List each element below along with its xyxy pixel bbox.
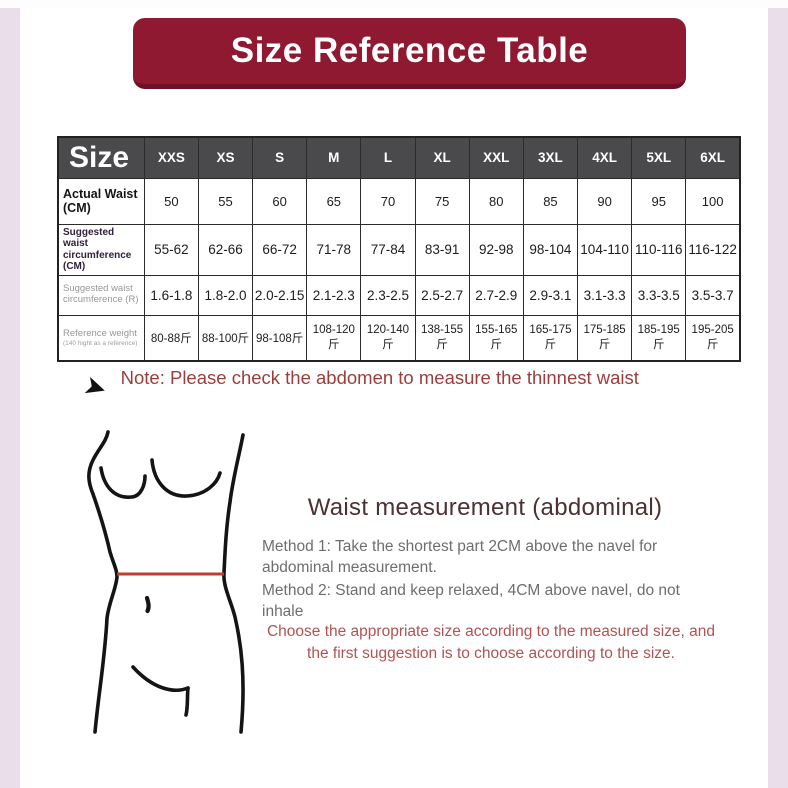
table-cell: 2.0-2.15 xyxy=(252,274,308,316)
top-band xyxy=(0,0,788,8)
torso-right-outline xyxy=(222,433,245,734)
table-row: Suggested waist circumference (R) 1.6-1.8… xyxy=(57,274,741,316)
crotch-tail xyxy=(184,686,190,717)
table-cell: 75 xyxy=(414,177,470,225)
size-advice-text: Choose the appropriate size according to… xyxy=(266,623,716,662)
table-cell: 55 xyxy=(197,177,254,225)
table-cell: 3.1-3.3 xyxy=(576,274,633,316)
size-header-cell: 3XL xyxy=(522,136,579,179)
table-cell: 185-195斤 xyxy=(631,314,687,362)
table-cell: 2.3-2.5 xyxy=(360,274,416,316)
table-cell: 90 xyxy=(576,177,633,225)
table-cell: 2.5-2.7 xyxy=(414,274,470,316)
size-header-cell: M xyxy=(306,136,362,179)
table-cell: 1.6-1.8 xyxy=(143,274,199,316)
table-cell: 95 xyxy=(631,177,687,225)
table-cell: 80-88斤 xyxy=(143,314,199,362)
note-text: Note: Please check the abdomen to measur… xyxy=(120,367,639,388)
table-cell: 92-98 xyxy=(468,223,524,276)
method-2-text: Method 2: Stand and keep relaxed, 4CM ab… xyxy=(262,582,680,620)
female-torso-figure xyxy=(75,426,260,749)
table-cell: 65 xyxy=(306,177,362,225)
table-cell: 66-72 xyxy=(252,223,308,276)
torso-left-outline xyxy=(87,430,119,734)
table-cell: 110-116 xyxy=(631,223,687,276)
table-cell: 88-100斤 xyxy=(197,314,254,362)
table-cell: 62-66 xyxy=(197,223,254,276)
table-cell: 108-120斤 xyxy=(306,314,362,362)
table-cell: 83-91 xyxy=(414,223,470,276)
row-label: Reference weight (140 hight as a referenc… xyxy=(57,314,145,362)
table-cell: 175-185斤 xyxy=(576,314,633,362)
size-reference-table: Size XXS XS S M L XL XXL 3XL 4XL 5XL 6XL Actual Wai… xyxy=(57,136,741,362)
size-header-cell: XXS xyxy=(143,136,199,179)
table-cell: 2.1-2.3 xyxy=(306,274,362,316)
crotch-curve xyxy=(131,665,190,692)
size-header-cell: 5XL xyxy=(631,136,687,179)
size-table-container: Size XXS XS S M L XL XXL 3XL 4XL 5XL 6XL Actual Wai… xyxy=(57,136,741,362)
table-cell: 104-110 xyxy=(576,223,633,276)
table-cell: 120-140斤 xyxy=(360,314,416,362)
row-label: Suggested waist circumference (CM) xyxy=(57,223,145,276)
female-torso-outline xyxy=(87,430,245,734)
size-header-cell: 4XL xyxy=(576,136,633,179)
size-header-cell: XL xyxy=(414,136,470,179)
table-cell: 55-62 xyxy=(143,223,199,276)
row-label: Actual Waist (CM) xyxy=(57,177,145,225)
size-header-cell: XS xyxy=(197,136,254,179)
table-cell: 2.7-2.9 xyxy=(468,274,524,316)
table-cell: 3.5-3.7 xyxy=(685,274,741,316)
row-sublabel: (140 hight as a reference) xyxy=(63,339,138,347)
table-row: Reference weight (140 hight as a referenc… xyxy=(57,314,741,362)
size-header-cell: XXL xyxy=(468,136,524,179)
method-1-text: Method 1: Take the shortest part 2CM abo… xyxy=(262,538,658,576)
left-breast-curve xyxy=(99,466,147,499)
table-cell: 77-84 xyxy=(360,223,416,276)
right-breast-curve xyxy=(150,458,222,498)
size-header-cell: S xyxy=(252,136,308,179)
table-cell: 138-155斤 xyxy=(414,314,470,362)
table-cell: 1.8-2.0 xyxy=(197,274,254,316)
size-header-row: Size XXS XS S M L XL XXL 3XL 4XL 5XL 6XL xyxy=(57,136,741,179)
table-row: Actual Waist (CM) 50 55 60 65 70 75 80 85 90 95 100 xyxy=(57,177,741,225)
table-cell: 80 xyxy=(468,177,524,225)
navel-mark xyxy=(144,595,151,614)
table-cell: 60 xyxy=(252,177,308,225)
table-corner-label: Size xyxy=(57,136,145,179)
table-cell: 195-205斤 xyxy=(685,314,741,362)
table-cell: 98-108斤 xyxy=(252,314,308,362)
table-cell: 71-78 xyxy=(306,223,362,276)
table-cell: 165-175斤 xyxy=(522,314,579,362)
size-header-cell: 6XL xyxy=(685,136,741,179)
table-cell: 85 xyxy=(522,177,579,225)
measurement-heading: Waist measurement (abdominal) xyxy=(307,494,663,521)
table-cell: 155-165斤 xyxy=(468,314,524,362)
title-bar: Size Reference Table xyxy=(133,18,686,89)
note-block: ➤ Note: Please check the abdomen to meas… xyxy=(80,366,664,405)
table-row: Suggested waist circumference (CM) 55-62 6… xyxy=(57,223,741,276)
table-cell: 100 xyxy=(685,177,741,225)
table-cell: 116-122 xyxy=(685,223,741,276)
page-title: Size Reference Table xyxy=(230,31,589,70)
table-cell: 70 xyxy=(360,177,416,225)
table-cell: 98-104 xyxy=(522,223,579,276)
table-cell: 50 xyxy=(143,177,199,225)
table-cell: 3.3-3.5 xyxy=(631,274,687,316)
row-label: Suggested waist circumference (R) xyxy=(57,274,145,316)
arrow-pointer-icon: ➤ xyxy=(80,369,111,405)
table-cell: 2.9-3.1 xyxy=(522,274,579,316)
size-header-cell: L xyxy=(360,136,416,179)
